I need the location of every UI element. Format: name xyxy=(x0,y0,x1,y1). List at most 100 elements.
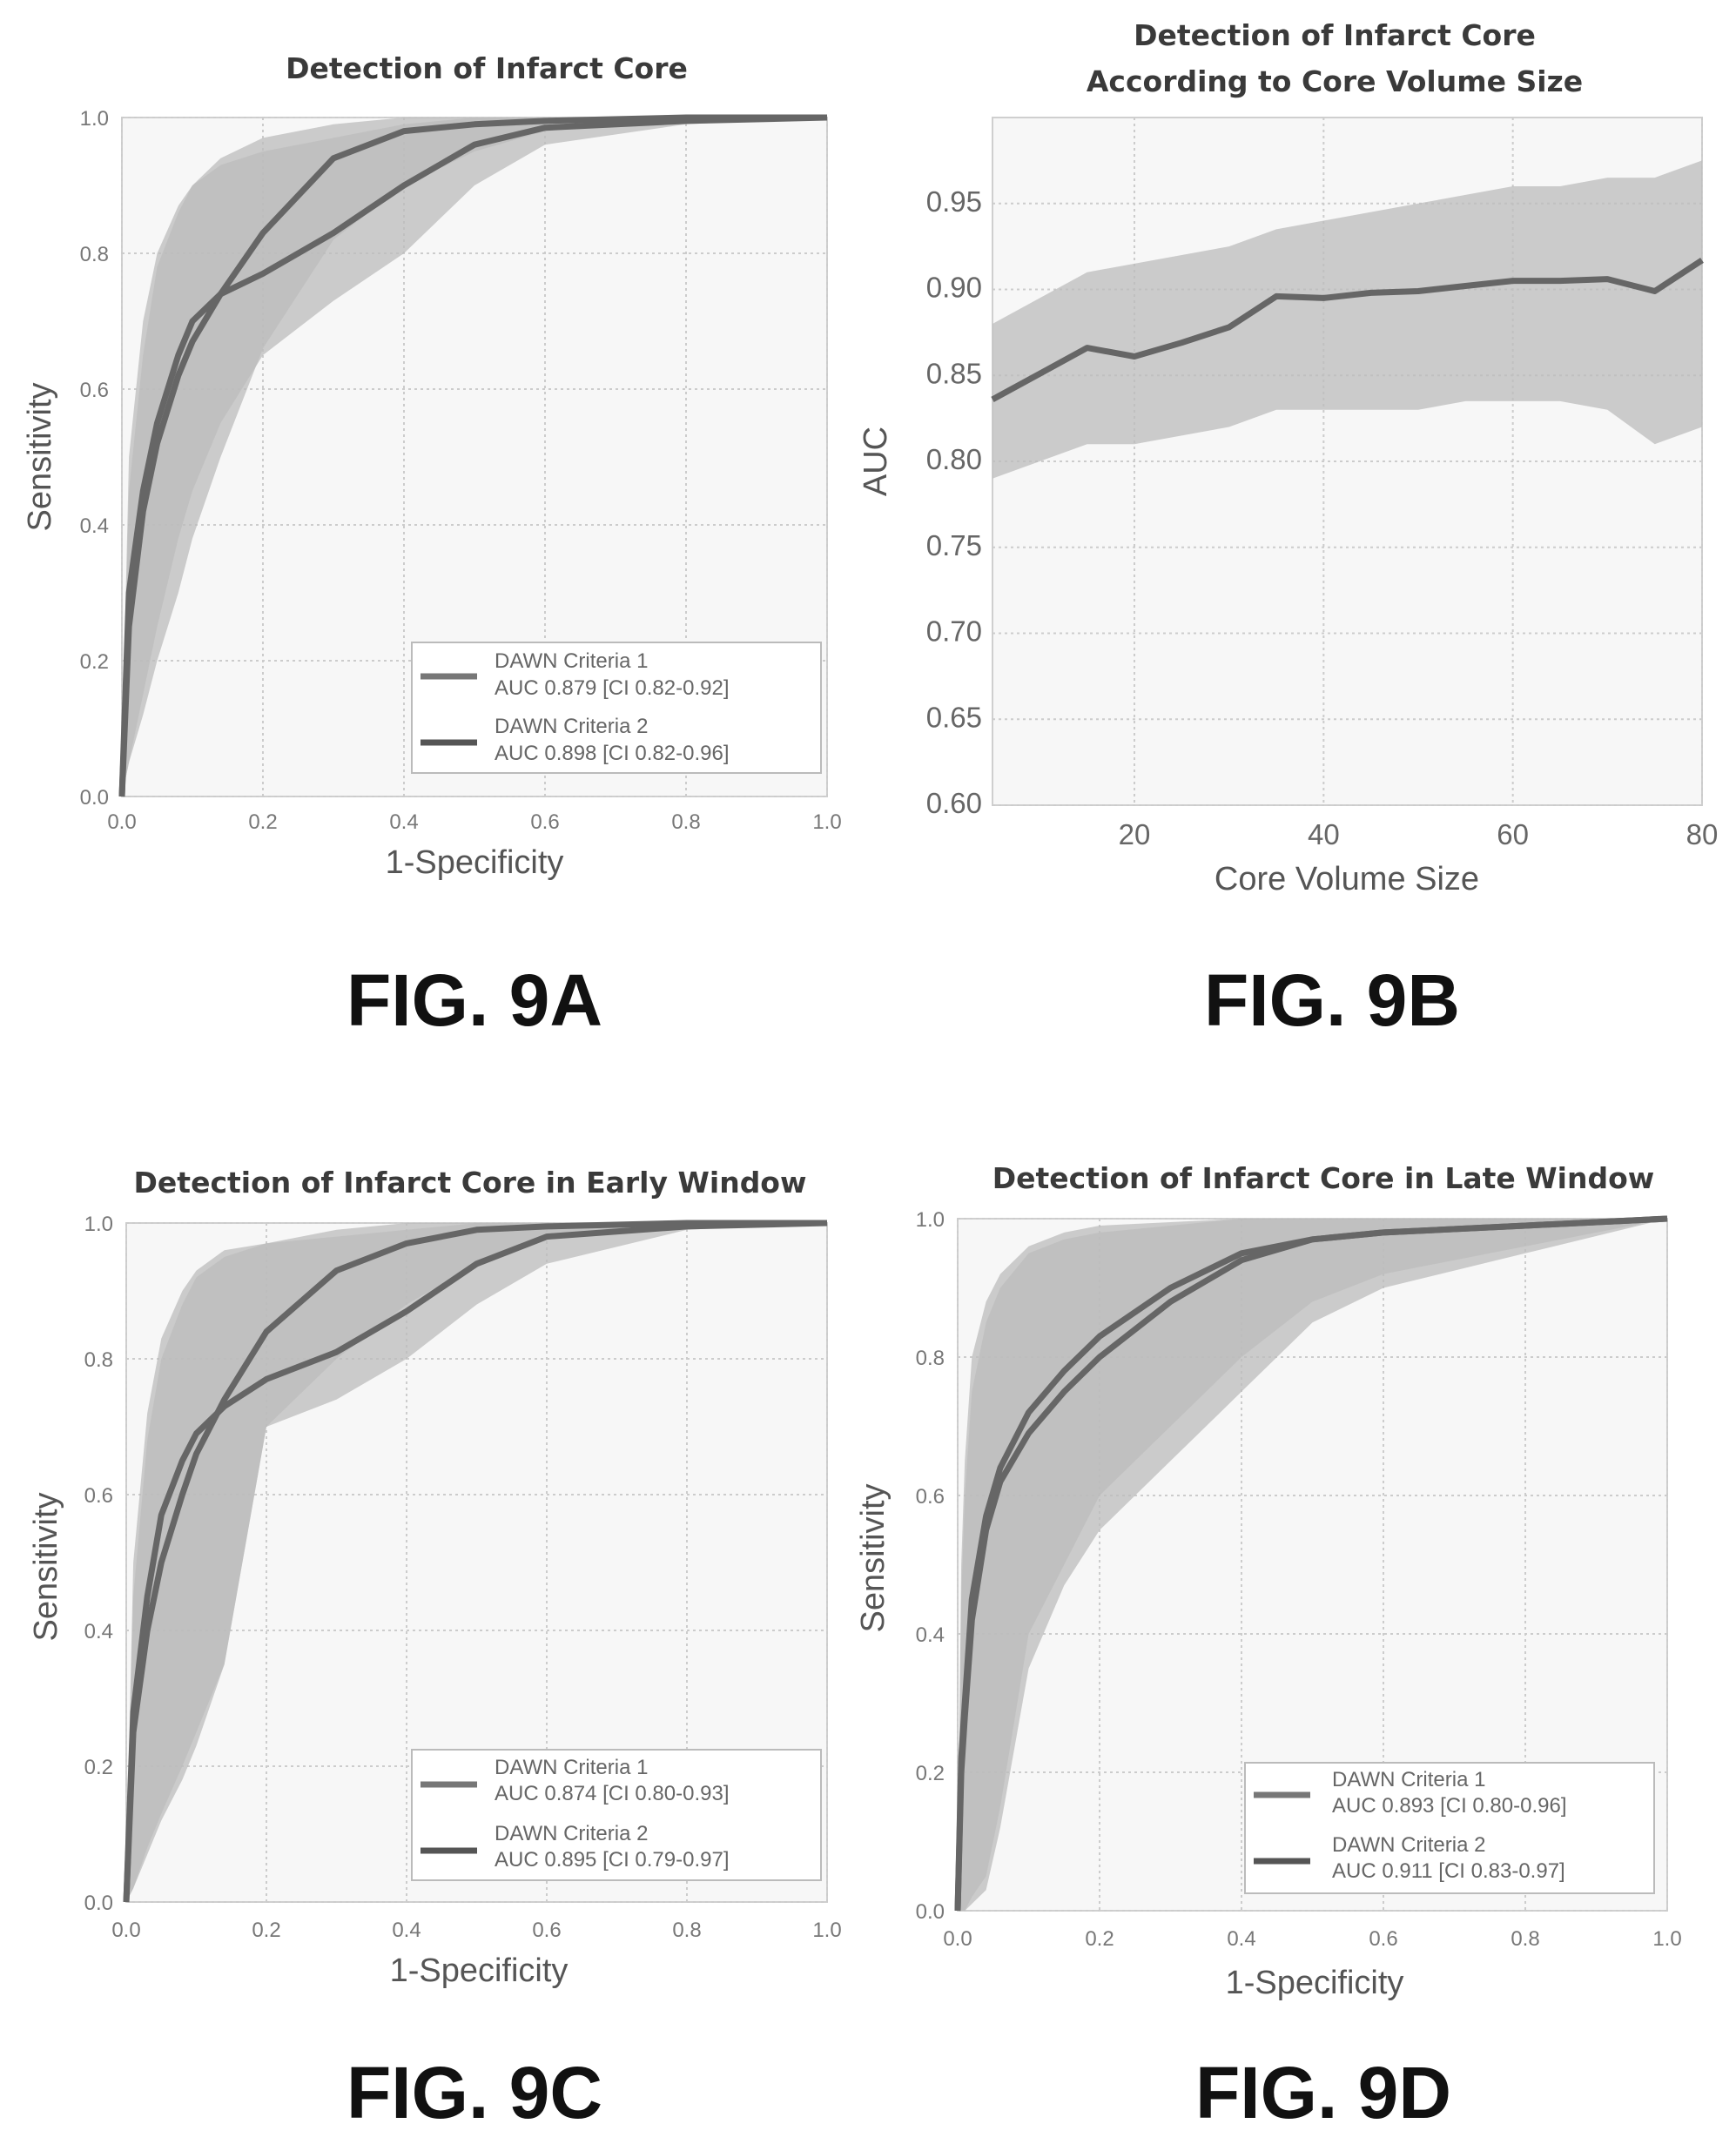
y-tick-label: 0.90 xyxy=(926,272,982,304)
figure-label: FIG. 9A xyxy=(347,959,602,1041)
y-tick-label: 0.65 xyxy=(926,701,982,733)
legend-box xyxy=(1244,1762,1655,1894)
series-lines xyxy=(991,257,1704,402)
x-tick-label: 0.8 xyxy=(671,810,700,834)
x-tick-label: 20 xyxy=(1119,818,1151,850)
x-tick-label: 0.6 xyxy=(530,810,559,834)
x-tick-label: 1.0 xyxy=(812,810,841,834)
figure-label: FIG. 9B xyxy=(1204,959,1460,1041)
y-tick-label: 0.0 xyxy=(916,1900,945,1924)
x-ticks: 0.0 0.2 0.4 0.6 0.8 1.0 xyxy=(111,1919,841,1942)
x-tick-label: 0.2 xyxy=(252,1919,280,1942)
confidence-band-2 xyxy=(958,1219,1667,1911)
confidence-band-1 xyxy=(992,160,1702,479)
figure-label: FIG. 9C xyxy=(347,2052,602,2134)
legend: DAWN Criteria 1 AUC 0.879 [CI 0.82-0.92]… xyxy=(411,642,822,774)
chart-title: Detection of Infarct Core in Late Window xyxy=(992,1161,1655,1195)
x-ticks: 0.0 0.2 0.4 0.6 0.8 1.0 xyxy=(107,810,841,834)
y-tick-label: 1.0 xyxy=(84,1213,113,1236)
x-tick-label: 0.6 xyxy=(532,1919,561,1942)
legend-entry-2: DAWN Criteria 2 xyxy=(495,1822,648,1845)
x-tick-label: 0.8 xyxy=(672,1919,701,1942)
confidence-bands xyxy=(126,1223,827,1902)
series-line-2 xyxy=(118,114,827,797)
y-tick-label: 0.0 xyxy=(84,1892,113,1915)
legend-auc-2: AUC 0.911 [CI 0.83-0.97] xyxy=(1332,1859,1565,1883)
y-tick-label: 0.4 xyxy=(80,514,109,538)
y-ticks: 0.60 0.65 0.70 0.75 0.80 0.85 0.90 0.95 xyxy=(926,185,982,819)
y-ticks: 0.0 0.2 0.4 0.6 0.8 1.0 xyxy=(80,107,109,810)
confidence-band-2 xyxy=(126,1223,827,1902)
legend: DAWN Criteria 1 AUC 0.874 [CI 0.80-0.93]… xyxy=(411,1749,822,1881)
x-axis-label: 1-Specificity xyxy=(386,844,564,881)
x-tick-label: 1.0 xyxy=(812,1919,841,1942)
legend-box xyxy=(411,1749,822,1881)
panel-9d: Detection of Infarct Core in Late Window… xyxy=(855,1161,1682,2134)
x-ticks: 20 40 60 80 xyxy=(1119,818,1719,850)
confidence-bands xyxy=(992,160,1702,479)
legend: DAWN Criteria 1 AUC 0.893 [CI 0.80-0.96]… xyxy=(1244,1762,1655,1894)
y-axis-label: Sensitivity xyxy=(22,382,58,531)
legend-auc-1: AUC 0.893 [CI 0.80-0.96] xyxy=(1332,1794,1566,1818)
y-tick-label: 0.4 xyxy=(84,1620,113,1643)
x-tick-label: 0.4 xyxy=(389,810,418,834)
y-tick-label: 0.8 xyxy=(80,243,109,266)
x-tick-label: 0.6 xyxy=(1369,1927,1397,1951)
confidence-band-2 xyxy=(122,118,827,796)
y-tick-label: 0.2 xyxy=(84,1756,113,1779)
x-tick-label: 0.4 xyxy=(1227,1927,1255,1951)
y-axis-label: AUC xyxy=(858,427,894,496)
legend-auc-2: AUC 0.895 [CI 0.79-0.97] xyxy=(495,1848,729,1872)
confidence-bands xyxy=(958,1219,1667,1911)
legend-auc-2: AUC 0.898 [CI 0.82-0.96] xyxy=(495,742,729,765)
panel-9b: Detection of Infarct Core According to C… xyxy=(858,18,1718,1041)
y-tick-label: 0.4 xyxy=(916,1623,945,1647)
legend-auc-1: AUC 0.879 [CI 0.82-0.92] xyxy=(495,676,729,700)
y-tick-label: 0.8 xyxy=(916,1347,945,1370)
x-ticks: 0.0 0.2 0.4 0.6 0.8 1.0 xyxy=(943,1927,1681,1951)
x-tick-label: 0.0 xyxy=(943,1927,972,1951)
y-tick-label: 0.6 xyxy=(80,379,109,402)
y-tick-label: 0.2 xyxy=(80,650,109,674)
x-axis-label: Core Volume Size xyxy=(1215,861,1479,897)
series-lines xyxy=(118,114,828,797)
x-tick-label: 0.2 xyxy=(1085,1927,1114,1951)
x-tick-label: 0.2 xyxy=(248,810,277,834)
x-tick-label: 40 xyxy=(1308,818,1340,850)
chart-title: Detection of Infarct Core xyxy=(1134,18,1536,52)
legend-entry-2: DAWN Criteria 2 xyxy=(1332,1833,1485,1857)
x-axis-label: 1-Specificity xyxy=(1226,1965,1404,2001)
y-tick-label: 0.8 xyxy=(84,1348,113,1372)
y-tick-label: 0.0 xyxy=(80,786,109,810)
y-tick-label: 0.95 xyxy=(926,185,982,218)
x-tick-label: 80 xyxy=(1686,818,1719,850)
y-axis-label: Sensitivity xyxy=(855,1483,892,1632)
panel-9a: Detection of Infarct Core 0.0 0.2 0.4 0.6 0.… xyxy=(22,51,842,1041)
legend-entry-1: DAWN Criteria 1 xyxy=(1332,1768,1485,1791)
y-tick-label: 0.2 xyxy=(916,1762,945,1785)
y-ticks: 0.0 0.2 0.4 0.6 0.8 1.0 xyxy=(916,1208,945,1924)
y-tick-label: 0.75 xyxy=(926,529,982,561)
x-tick-label: 0.0 xyxy=(107,810,136,834)
panel-9c: Detection of Infarct Core in Early Windo… xyxy=(28,1166,842,2134)
series-line-1 xyxy=(123,1220,828,1903)
x-tick-label: 1.0 xyxy=(1652,1927,1681,1951)
x-tick-label: 0.0 xyxy=(111,1919,140,1942)
y-tick-label: 0.60 xyxy=(926,787,982,819)
y-tick-label: 0.6 xyxy=(916,1485,945,1509)
figure-label: FIG. 9D xyxy=(1195,2052,1451,2134)
y-tick-label: 0.80 xyxy=(926,443,982,475)
series-line-2 xyxy=(123,1220,827,1903)
series-lines xyxy=(123,1220,828,1903)
legend-entry-2: DAWN Criteria 2 xyxy=(495,715,648,738)
legend-entry-1: DAWN Criteria 1 xyxy=(495,1756,648,1779)
y-tick-label: 0.70 xyxy=(926,615,982,648)
legend-auc-1: AUC 0.874 [CI 0.80-0.93] xyxy=(495,1782,729,1805)
legend-box xyxy=(411,642,822,774)
x-tick-label: 0.8 xyxy=(1511,1927,1539,1951)
y-tick-label: 0.6 xyxy=(84,1484,113,1508)
y-tick-label: 1.0 xyxy=(80,107,109,131)
chart-title: Detection of Infarct Core in Early Windo… xyxy=(134,1166,807,1200)
x-tick-label: 0.4 xyxy=(392,1919,421,1942)
series-line-1 xyxy=(118,114,828,797)
